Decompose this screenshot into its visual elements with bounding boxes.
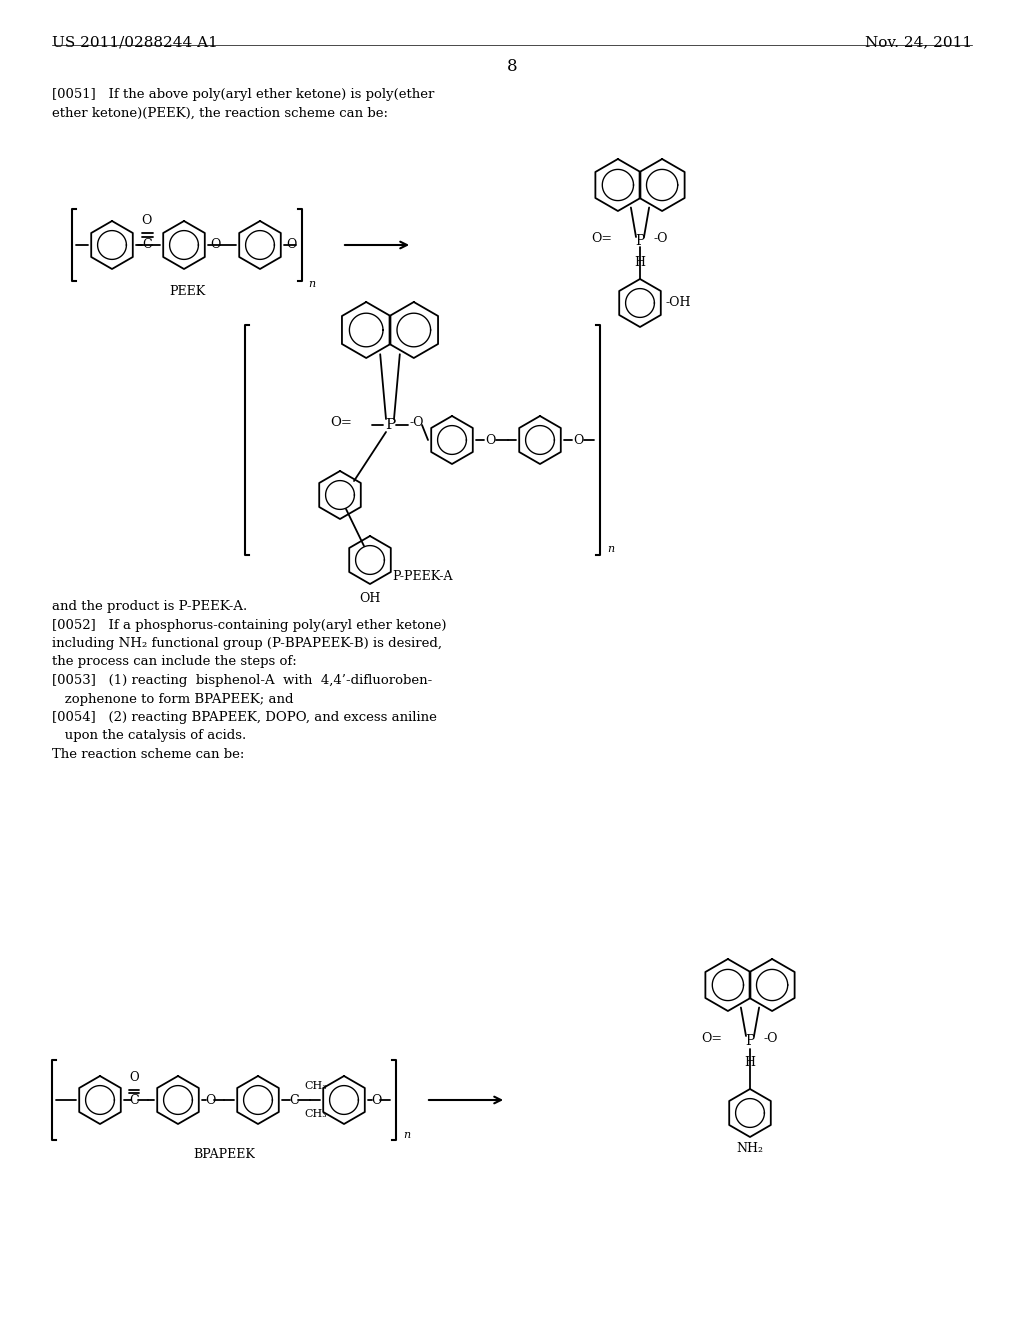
- Text: O: O: [286, 239, 296, 252]
- Text: -O: -O: [654, 232, 669, 246]
- Text: O: O: [572, 433, 584, 446]
- Text: CH₃: CH₃: [304, 1109, 327, 1119]
- Text: P: P: [635, 234, 645, 248]
- Text: C: C: [142, 239, 152, 252]
- Text: PEEK: PEEK: [169, 285, 205, 298]
- Text: -OH: -OH: [666, 297, 691, 309]
- Text: [0051]   If the above poly(aryl ether ketone) is poly(ether
ether ketone)(PEEK),: [0051] If the above poly(aryl ether keto…: [52, 88, 434, 120]
- Text: BPAPEEK: BPAPEEK: [194, 1148, 255, 1162]
- Text: C: C: [289, 1093, 299, 1106]
- Text: -O: -O: [410, 417, 425, 429]
- Text: US 2011/0288244 A1: US 2011/0288244 A1: [52, 36, 218, 49]
- Text: P-PEEK-A: P-PEEK-A: [392, 570, 453, 583]
- Text: 8: 8: [507, 58, 517, 75]
- Text: H: H: [744, 1056, 756, 1069]
- Text: OH: OH: [359, 591, 381, 605]
- Text: O: O: [205, 1093, 215, 1106]
- Text: O: O: [141, 214, 152, 227]
- Text: n: n: [308, 279, 315, 289]
- Text: C: C: [129, 1093, 139, 1106]
- Text: n: n: [403, 1130, 411, 1140]
- Text: NH₂: NH₂: [736, 1142, 764, 1155]
- Text: and the product is P-PEEK-A.
[0052]   If a phosphorus-containing poly(aryl ether: and the product is P-PEEK-A. [0052] If a…: [52, 601, 446, 762]
- Text: O: O: [210, 239, 220, 252]
- Text: O=: O=: [701, 1032, 722, 1045]
- Text: -O: -O: [764, 1032, 778, 1045]
- Text: CH₃: CH₃: [304, 1081, 327, 1092]
- Text: O=: O=: [330, 417, 352, 429]
- Text: P: P: [745, 1034, 755, 1048]
- Text: O=: O=: [591, 232, 612, 246]
- Text: P: P: [385, 418, 395, 432]
- Text: O: O: [129, 1071, 139, 1084]
- Text: O: O: [371, 1093, 381, 1106]
- Text: H: H: [635, 256, 645, 269]
- Text: O: O: [484, 433, 496, 446]
- Text: Nov. 24, 2011: Nov. 24, 2011: [865, 36, 972, 49]
- Text: n: n: [607, 544, 614, 554]
